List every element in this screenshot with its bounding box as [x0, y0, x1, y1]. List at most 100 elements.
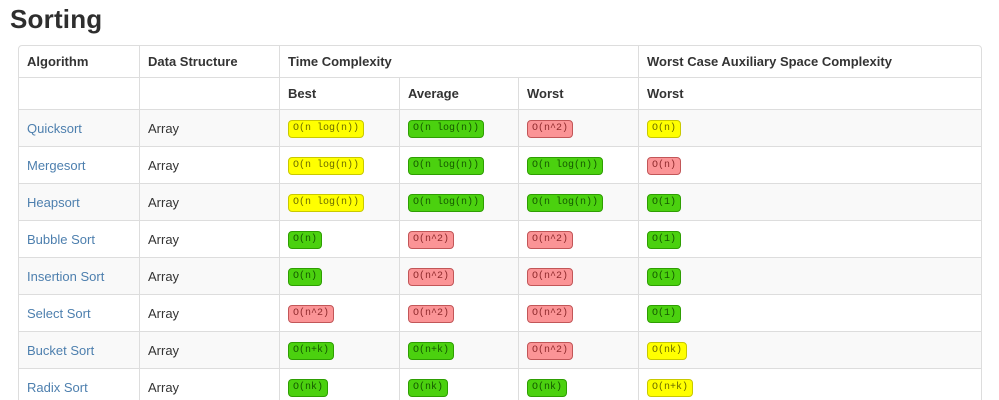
space-cell: O(1) — [638, 220, 981, 257]
algorithm-link[interactable]: Mergesort — [27, 157, 86, 173]
col-subheader-best: Best — [279, 77, 399, 109]
average-complexity-badge: O(n^2) — [408, 305, 455, 323]
best-cell: O(n log(n)) — [279, 109, 399, 146]
average-cell: O(nk) — [399, 368, 518, 400]
worst-cell: O(n log(n)) — [518, 146, 638, 183]
data-structure-cell: Array — [139, 294, 279, 331]
algorithm-link[interactable]: Select Sort — [27, 305, 91, 321]
space-cell: O(1) — [638, 294, 981, 331]
table-body: Quicksort Array O(n log(n)) O(n log(n)) … — [19, 109, 981, 400]
space-cell: O(nk) — [638, 331, 981, 368]
best-complexity-badge: O(n log(n)) — [288, 120, 365, 138]
sorting-table-container: Algorithm Data Structure Time Complexity… — [18, 45, 999, 400]
worst-complexity-badge: O(n log(n)) — [527, 194, 604, 212]
worst-cell: O(n^2) — [518, 109, 638, 146]
space-cell: O(1) — [638, 183, 981, 220]
col-subheader-empty-algorithm — [19, 77, 139, 109]
table-header: Algorithm Data Structure Time Complexity… — [19, 46, 981, 109]
col-header-space-complexity: Worst Case Auxiliary Space Complexity — [638, 46, 981, 77]
algorithm-cell: Insertion Sort — [19, 257, 139, 294]
worst-cell: O(n log(n)) — [518, 183, 638, 220]
algorithm-link[interactable]: Insertion Sort — [27, 268, 105, 284]
average-complexity-badge: O(n log(n)) — [408, 120, 485, 138]
col-header-data-structure: Data Structure — [139, 46, 279, 77]
table-row: Bucket Sort Array O(n+k) O(n+k) O(n^2) O… — [19, 331, 981, 368]
best-complexity-badge: O(n+k) — [288, 342, 335, 360]
average-complexity-badge: O(n log(n)) — [408, 194, 485, 212]
worst-cell: O(n^2) — [518, 294, 638, 331]
data-structure-cell: Array — [139, 109, 279, 146]
data-structure-cell: Array — [139, 368, 279, 400]
best-cell: O(nk) — [279, 368, 399, 400]
best-cell: O(n log(n)) — [279, 146, 399, 183]
algorithm-cell: Quicksort — [19, 109, 139, 146]
algorithm-link[interactable]: Quicksort — [27, 120, 82, 136]
algorithm-link[interactable]: Bubble Sort — [27, 231, 95, 247]
col-subheader-average: Average — [399, 77, 518, 109]
algorithm-cell: Heapsort — [19, 183, 139, 220]
worst-complexity-badge: O(nk) — [527, 379, 568, 397]
best-complexity-badge: O(nk) — [288, 379, 329, 397]
best-complexity-badge: O(n log(n)) — [288, 194, 365, 212]
best-complexity-badge: O(n) — [288, 231, 323, 249]
average-complexity-badge: O(n log(n)) — [408, 157, 485, 175]
worst-complexity-badge: O(n^2) — [527, 231, 574, 249]
average-cell: O(n+k) — [399, 331, 518, 368]
average-complexity-badge: O(n^2) — [408, 231, 455, 249]
space-cell: O(n+k) — [638, 368, 981, 400]
best-cell: O(n^2) — [279, 294, 399, 331]
algorithm-cell: Mergesort — [19, 146, 139, 183]
algorithm-link[interactable]: Heapsort — [27, 194, 80, 210]
space-complexity-badge: O(1) — [647, 305, 682, 323]
worst-complexity-badge: O(n^2) — [527, 268, 574, 286]
space-complexity-badge: O(n) — [647, 120, 682, 138]
table-row: Quicksort Array O(n log(n)) O(n log(n)) … — [19, 109, 981, 146]
best-complexity-badge: O(n^2) — [288, 305, 335, 323]
table-row: Select Sort Array O(n^2) O(n^2) O(n^2) O… — [19, 294, 981, 331]
space-complexity-badge: O(n+k) — [647, 379, 694, 397]
data-structure-cell: Array — [139, 331, 279, 368]
col-header-time-complexity: Time Complexity — [279, 46, 638, 77]
worst-cell: O(n^2) — [518, 220, 638, 257]
space-cell: O(n) — [638, 146, 981, 183]
average-cell: O(n^2) — [399, 257, 518, 294]
worst-cell: O(n^2) — [518, 331, 638, 368]
best-cell: O(n log(n)) — [279, 183, 399, 220]
sorting-complexity-table: Algorithm Data Structure Time Complexity… — [18, 45, 982, 400]
algorithm-cell: Select Sort — [19, 294, 139, 331]
space-cell: O(1) — [638, 257, 981, 294]
col-subheader-empty-data-structure — [139, 77, 279, 109]
col-subheader-worst: Worst — [518, 77, 638, 109]
data-structure-cell: Array — [139, 146, 279, 183]
data-structure-cell: Array — [139, 257, 279, 294]
best-cell: O(n) — [279, 257, 399, 294]
average-complexity-badge: O(nk) — [408, 379, 449, 397]
best-complexity-badge: O(n log(n)) — [288, 157, 365, 175]
best-cell: O(n+k) — [279, 331, 399, 368]
space-cell: O(n) — [638, 109, 981, 146]
data-structure-cell: Array — [139, 220, 279, 257]
table-row: Insertion Sort Array O(n) O(n^2) O(n^2) … — [19, 257, 981, 294]
page-title: Sorting — [10, 4, 103, 34]
average-cell: O(n^2) — [399, 294, 518, 331]
table-row: Radix Sort Array O(nk) O(nk) O(nk) O(n+k… — [19, 368, 981, 400]
worst-complexity-badge: O(n^2) — [527, 120, 574, 138]
worst-cell: O(n^2) — [518, 257, 638, 294]
worst-complexity-badge: O(n^2) — [527, 342, 574, 360]
best-complexity-badge: O(n) — [288, 268, 323, 286]
space-complexity-badge: O(1) — [647, 194, 682, 212]
space-complexity-badge: O(nk) — [647, 342, 688, 360]
average-cell: O(n log(n)) — [399, 109, 518, 146]
space-complexity-badge: O(1) — [647, 231, 682, 249]
table-row: Heapsort Array O(n log(n)) O(n log(n)) O… — [19, 183, 981, 220]
average-cell: O(n log(n)) — [399, 183, 518, 220]
best-cell: O(n) — [279, 220, 399, 257]
space-complexity-badge: O(1) — [647, 268, 682, 286]
data-structure-cell: Array — [139, 183, 279, 220]
algorithm-link[interactable]: Radix Sort — [27, 379, 88, 395]
algorithm-cell: Radix Sort — [19, 368, 139, 400]
algorithm-link[interactable]: Bucket Sort — [27, 342, 95, 358]
header-row-groups: Algorithm Data Structure Time Complexity… — [19, 46, 981, 77]
header-row-subcolumns: Best Average Worst Worst — [19, 77, 981, 109]
